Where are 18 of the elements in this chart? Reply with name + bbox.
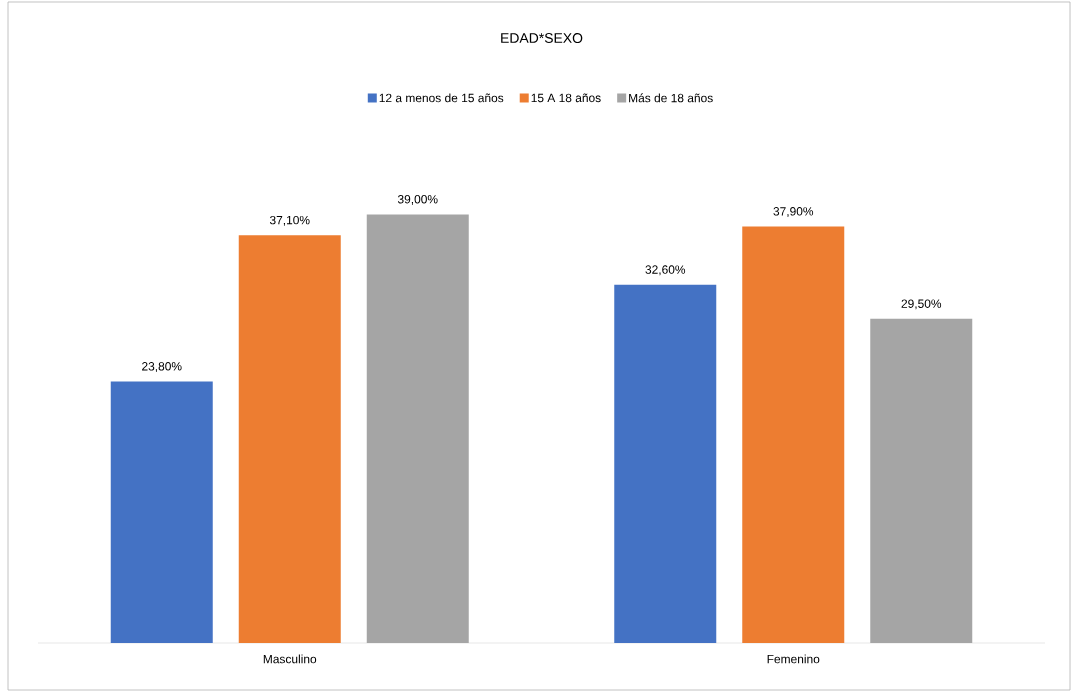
data-label: 37,10% <box>269 215 310 226</box>
legend-label: 15 A 18 años <box>531 93 601 103</box>
bar <box>238 235 341 643</box>
bar <box>110 381 213 643</box>
data-label: 29,50% <box>901 299 942 310</box>
data-label: 39,00% <box>397 195 438 205</box>
x-tick-label: Femenino <box>767 654 820 664</box>
data-label: 23,80% <box>142 362 182 372</box>
chart-title: EDAD*SEXO <box>501 33 583 43</box>
bar <box>614 284 717 643</box>
bar <box>366 214 469 643</box>
bar <box>742 226 845 643</box>
x-tick-label: Masculino <box>263 654 317 664</box>
legend-label: 12 a menos de 15 años <box>379 93 504 103</box>
data-label: 32,60% <box>645 265 686 276</box>
data-label: 37,90% <box>773 207 814 217</box>
bar <box>870 318 973 643</box>
legend-label: Más de 18 años <box>629 93 713 103</box>
